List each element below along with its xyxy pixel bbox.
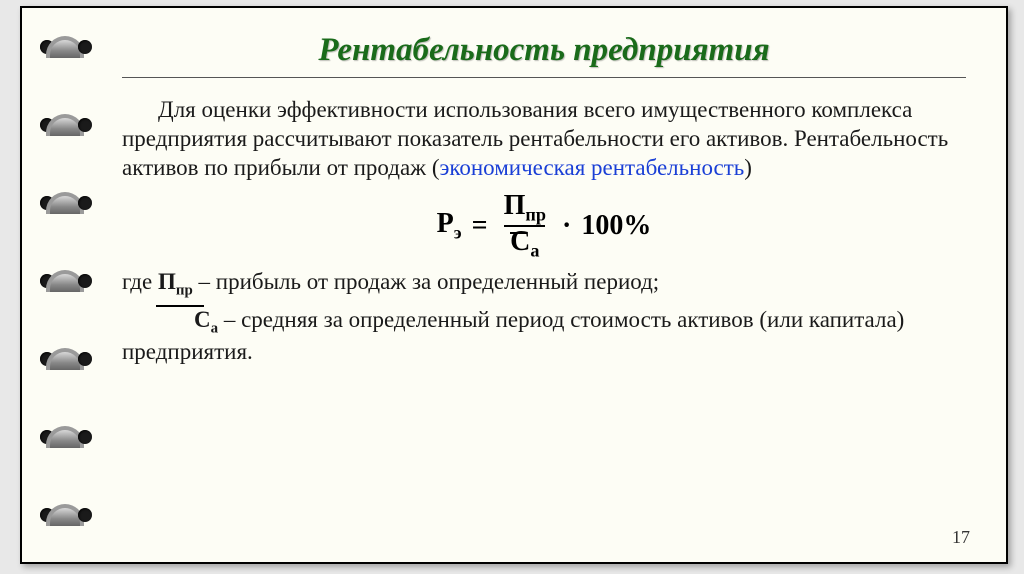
def2-symbol-group: Cа: [158, 306, 218, 338]
def1-symbol: П: [158, 269, 176, 294]
spiral-ring: [46, 416, 88, 458]
spiral-ring: [46, 338, 88, 380]
numerator: Ппр: [498, 192, 552, 225]
definition-1: где Ппр – прибыль от продаж за определен…: [122, 268, 966, 300]
spiral-ring: [46, 182, 88, 224]
where-prefix: где: [122, 269, 158, 294]
formula-lhs-sub: э: [454, 223, 462, 243]
def1-text: – прибыль от продаж за определенный пери…: [193, 269, 659, 294]
fraction: Ппр Cа: [498, 192, 552, 260]
paragraph-end: ): [744, 155, 752, 180]
formula: Рэ = Ппр Cа · 100%: [122, 192, 966, 260]
definition-2: Cа – средняя за определенный период стои…: [122, 306, 966, 367]
formula-lhs-sym: Р: [437, 208, 454, 239]
formula-rhs: 100%: [581, 210, 651, 242]
def2-text: – средняя за определенный период стоимос…: [122, 307, 904, 364]
formula-lhs: Рэ: [437, 208, 462, 244]
economic-profitability-term: экономическая рентабельность: [439, 155, 744, 180]
def2-symbol: C: [194, 307, 211, 332]
spiral-ring: [46, 26, 88, 68]
def2-sub: а: [211, 321, 218, 337]
slide-frame: Рентабельность предприятия Для оценки эф…: [20, 6, 1008, 564]
denominator-sub: а: [530, 241, 539, 261]
denominator-sym: C: [510, 226, 530, 257]
numerator-sub: пр: [525, 205, 546, 225]
slide-title: Рентабельность предприятия: [122, 32, 966, 69]
mult-sign: ·: [562, 210, 571, 242]
title-underline: [122, 77, 966, 78]
spiral-ring: [46, 104, 88, 146]
spiral-ring: [46, 494, 88, 536]
page-number: 17: [952, 527, 970, 548]
numerator-sym: П: [504, 190, 526, 221]
spiral-binding: [22, 8, 106, 562]
slide-content: Рентабельность предприятия Для оценки эф…: [122, 32, 966, 538]
equals-sign: =: [472, 210, 488, 242]
main-paragraph: Для оценки эффективности использования в…: [122, 96, 966, 182]
denominator: Cа: [504, 225, 545, 260]
spiral-ring: [46, 260, 88, 302]
def1-sub: пр: [176, 282, 193, 298]
